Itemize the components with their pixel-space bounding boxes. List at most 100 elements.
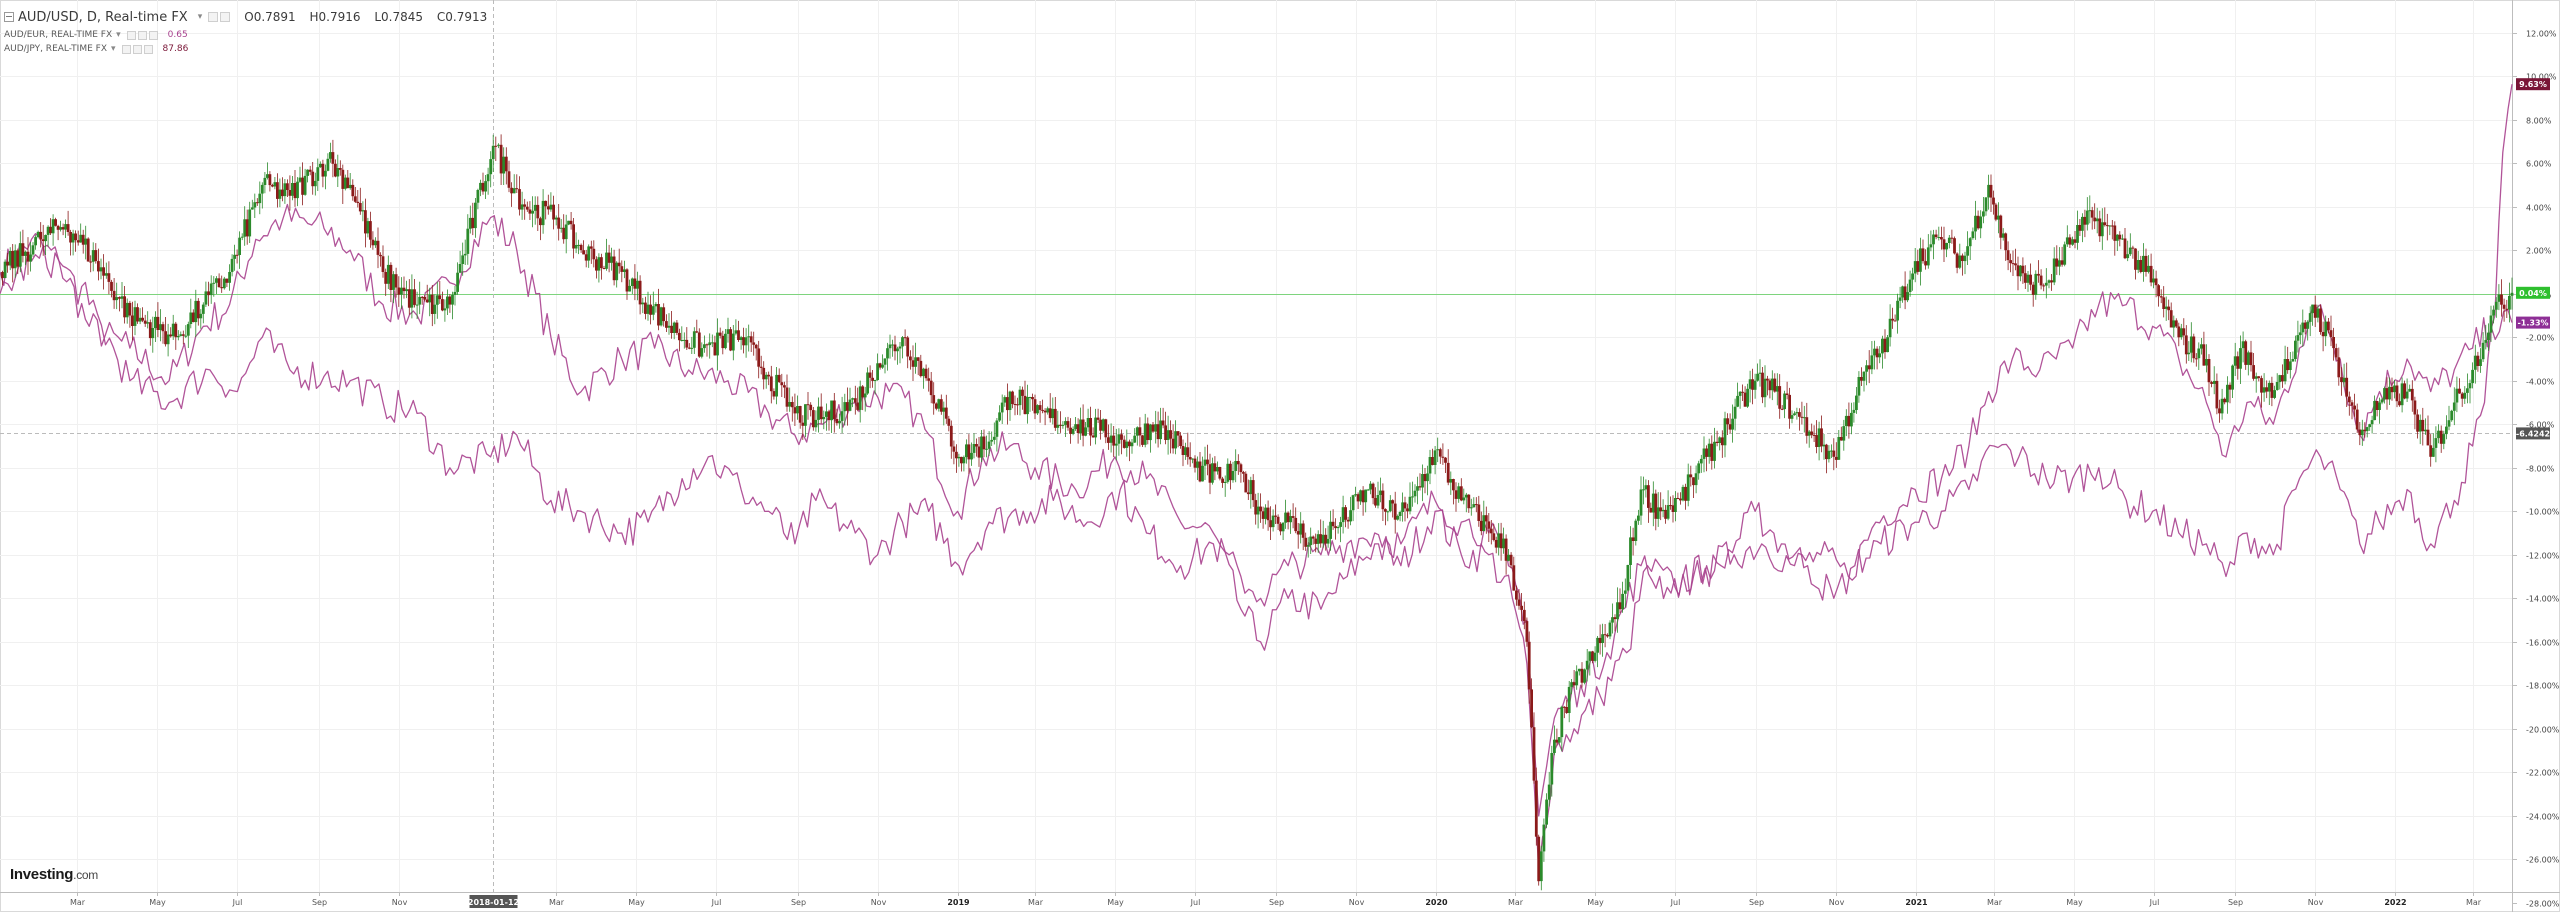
- candle-body: [1763, 378, 1767, 398]
- candle-body: [1089, 418, 1092, 436]
- settings-button[interactable]: [208, 12, 219, 22]
- candle-body: [159, 324, 162, 330]
- candle-body: [2278, 375, 2282, 383]
- visibility-button[interactable]: [126, 30, 136, 40]
- compare-series-title[interactable]: AUD/JPY, REAL-TIME FX: [4, 44, 107, 54]
- candle-body: [911, 360, 915, 367]
- settings-button[interactable]: [137, 30, 147, 40]
- candle-body: [1621, 593, 1624, 610]
- remove-button[interactable]: [220, 12, 231, 22]
- candle-body: [1071, 429, 1075, 434]
- candle-body: [2426, 429, 2430, 446]
- candle-body: [883, 358, 887, 365]
- compare-series-title[interactable]: AUD/EUR, REAL-TIME FX: [4, 30, 113, 40]
- candle-body: [861, 386, 865, 398]
- candle-body: [435, 295, 439, 305]
- candle-body: [191, 312, 195, 322]
- candle-body: [1906, 292, 1909, 301]
- candle-body: [329, 152, 332, 159]
- candle-body: [313, 180, 317, 187]
- candle-body: [86, 238, 90, 262]
- candle-body: [125, 302, 129, 318]
- chevron-down-icon[interactable]: ▾: [116, 30, 121, 40]
- candle-body: [2039, 275, 2043, 286]
- candle-body: [263, 177, 267, 185]
- collapse-icon[interactable]: [4, 12, 14, 22]
- candle-body: [512, 188, 516, 194]
- main-series-title[interactable]: AUD/USD, D, Real-time FX: [18, 9, 188, 25]
- candle-body: [461, 255, 465, 264]
- candle-body: [1494, 540, 1498, 548]
- candle-body: [1798, 412, 1801, 417]
- candle-body: [1743, 392, 1747, 407]
- candle-body: [1661, 509, 1665, 512]
- y-tick-label: -4.00%: [2526, 378, 2555, 387]
- x-tick-label: 2022: [2384, 898, 2406, 907]
- candle-body: [225, 278, 229, 283]
- candle-body: [1003, 397, 1007, 403]
- candle-body: [1778, 386, 1782, 409]
- candle-body: [281, 189, 284, 197]
- x-tick-label: Jul: [1190, 898, 1201, 907]
- candle-body: [1807, 431, 1811, 436]
- candle-body: [1386, 511, 1390, 513]
- candle-body: [1647, 485, 1650, 508]
- candle-body: [2429, 445, 2433, 457]
- candle-body: [1966, 246, 1969, 256]
- candle-body: [1968, 238, 1972, 247]
- settings-button[interactable]: [132, 44, 142, 54]
- candle-body: [1710, 443, 1714, 461]
- candle-body: [2473, 355, 2477, 370]
- candle-body: [2029, 274, 2032, 285]
- candle-body: [410, 289, 414, 308]
- x-axis: Mar May Jul Sep Nov Mar May Jul Sep Nov 2019 Mar May…: [70, 892, 2482, 907]
- remove-button[interactable]: [143, 44, 153, 54]
- candle-body: [891, 344, 894, 346]
- candle-body: [1053, 408, 1057, 428]
- x-tick-label: Mar: [1028, 898, 1044, 907]
- candle-body: [1043, 410, 1047, 413]
- candle-body: [955, 451, 958, 459]
- last-value-label: 0.04%: [2519, 289, 2547, 298]
- candle-body: [848, 399, 852, 411]
- candle-body: [1081, 419, 1085, 436]
- candle-body: [154, 316, 157, 329]
- candle-body: [2262, 387, 2266, 393]
- x-tick-label: Jul: [1670, 898, 1681, 907]
- chevron-down-icon[interactable]: ▾: [197, 12, 203, 22]
- candle-body: [584, 254, 588, 261]
- candle-body: [2205, 359, 2208, 366]
- candle-body: [1875, 348, 1879, 358]
- candle-body: [1926, 247, 1930, 266]
- candle-body: [502, 156, 506, 174]
- remove-button[interactable]: [148, 30, 158, 40]
- candle-body: [1242, 472, 1245, 474]
- candle-body: [468, 217, 472, 229]
- candle-body: [1775, 386, 1779, 392]
- candle-body: [572, 224, 575, 249]
- candle-body: [967, 444, 971, 460]
- candle-body: [374, 240, 377, 246]
- candle-body: [1911, 273, 1914, 280]
- visibility-button[interactable]: [121, 44, 131, 54]
- candle-body: [1883, 338, 1887, 353]
- candle-body: [612, 256, 616, 281]
- candle-body: [405, 289, 408, 292]
- candle-body: [2265, 387, 2269, 392]
- candle-body: [1671, 505, 1675, 512]
- candle-body: [2273, 390, 2276, 398]
- chevron-down-icon[interactable]: ▾: [111, 44, 116, 54]
- candle-body: [1311, 536, 1315, 539]
- candle-body: [1697, 463, 1701, 474]
- investing-logo[interactable]: Investing.com: [10, 866, 98, 883]
- candle-body: [446, 296, 449, 309]
- candle-body: [181, 334, 185, 336]
- candle-body: [1639, 489, 1643, 516]
- candle-body: [1593, 652, 1597, 661]
- candle-body: [2162, 297, 2166, 309]
- candle-body: [1999, 215, 2003, 238]
- candle-body: [326, 158, 330, 171]
- candle-body: [952, 446, 956, 452]
